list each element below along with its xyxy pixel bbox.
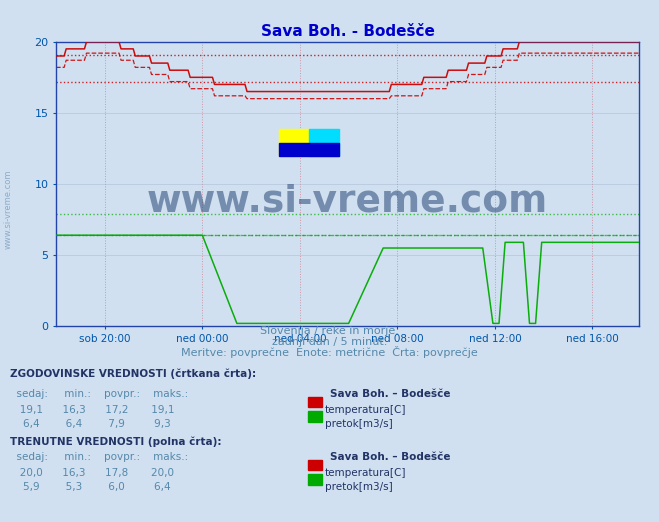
Text: sedaj:     min.:    povpr.:    maks.:: sedaj: min.: povpr.: maks.:	[10, 389, 188, 399]
Text: Meritve: povprečne  Enote: metrične  Črta: povprečje: Meritve: povprečne Enote: metrične Črta:…	[181, 346, 478, 358]
Title: Sava Boh. - Bodešče: Sava Boh. - Bodešče	[261, 24, 434, 39]
Bar	[279, 143, 339, 156]
Text: www.si-vreme.com: www.si-vreme.com	[3, 169, 13, 248]
Text: temperatura[C]: temperatura[C]	[325, 468, 407, 478]
Text: 20,0      16,3      17,8       20,0: 20,0 16,3 17,8 20,0	[10, 468, 174, 478]
Text: ZGODOVINSKE VREDNOSTI (črtkana črta):: ZGODOVINSKE VREDNOSTI (črtkana črta):	[10, 368, 256, 378]
Text: 5,9        5,3        6,0         6,4: 5,9 5,3 6,0 6,4	[10, 482, 171, 492]
Text: Slovenija / reke in morje.: Slovenija / reke in morje.	[260, 326, 399, 336]
Text: temperatura[C]: temperatura[C]	[325, 405, 407, 414]
Text: Sava Boh. – Bodešče: Sava Boh. – Bodešče	[330, 452, 450, 462]
Text: pretok[m3/s]: pretok[m3/s]	[325, 419, 393, 429]
Text: pretok[m3/s]: pretok[m3/s]	[325, 482, 393, 492]
Text: 19,1      16,3      17,2       19,1: 19,1 16,3 17,2 19,1	[10, 405, 175, 414]
Text: Sava Boh. – Bodešče: Sava Boh. – Bodešče	[330, 389, 450, 399]
Bar	[309, 128, 339, 156]
Text: 6,4        6,4        7,9         9,3: 6,4 6,4 7,9 9,3	[10, 419, 171, 429]
Text: TRENUTNE VREDNOSTI (polna črta):: TRENUTNE VREDNOSTI (polna črta):	[10, 436, 221, 447]
Bar	[279, 128, 309, 156]
Text: sedaj:     min.:    povpr.:    maks.:: sedaj: min.: povpr.: maks.:	[10, 452, 188, 462]
Text: zadnji dan / 5 minut.: zadnji dan / 5 minut.	[272, 337, 387, 347]
Text: www.si-vreme.com: www.si-vreme.com	[147, 183, 548, 219]
